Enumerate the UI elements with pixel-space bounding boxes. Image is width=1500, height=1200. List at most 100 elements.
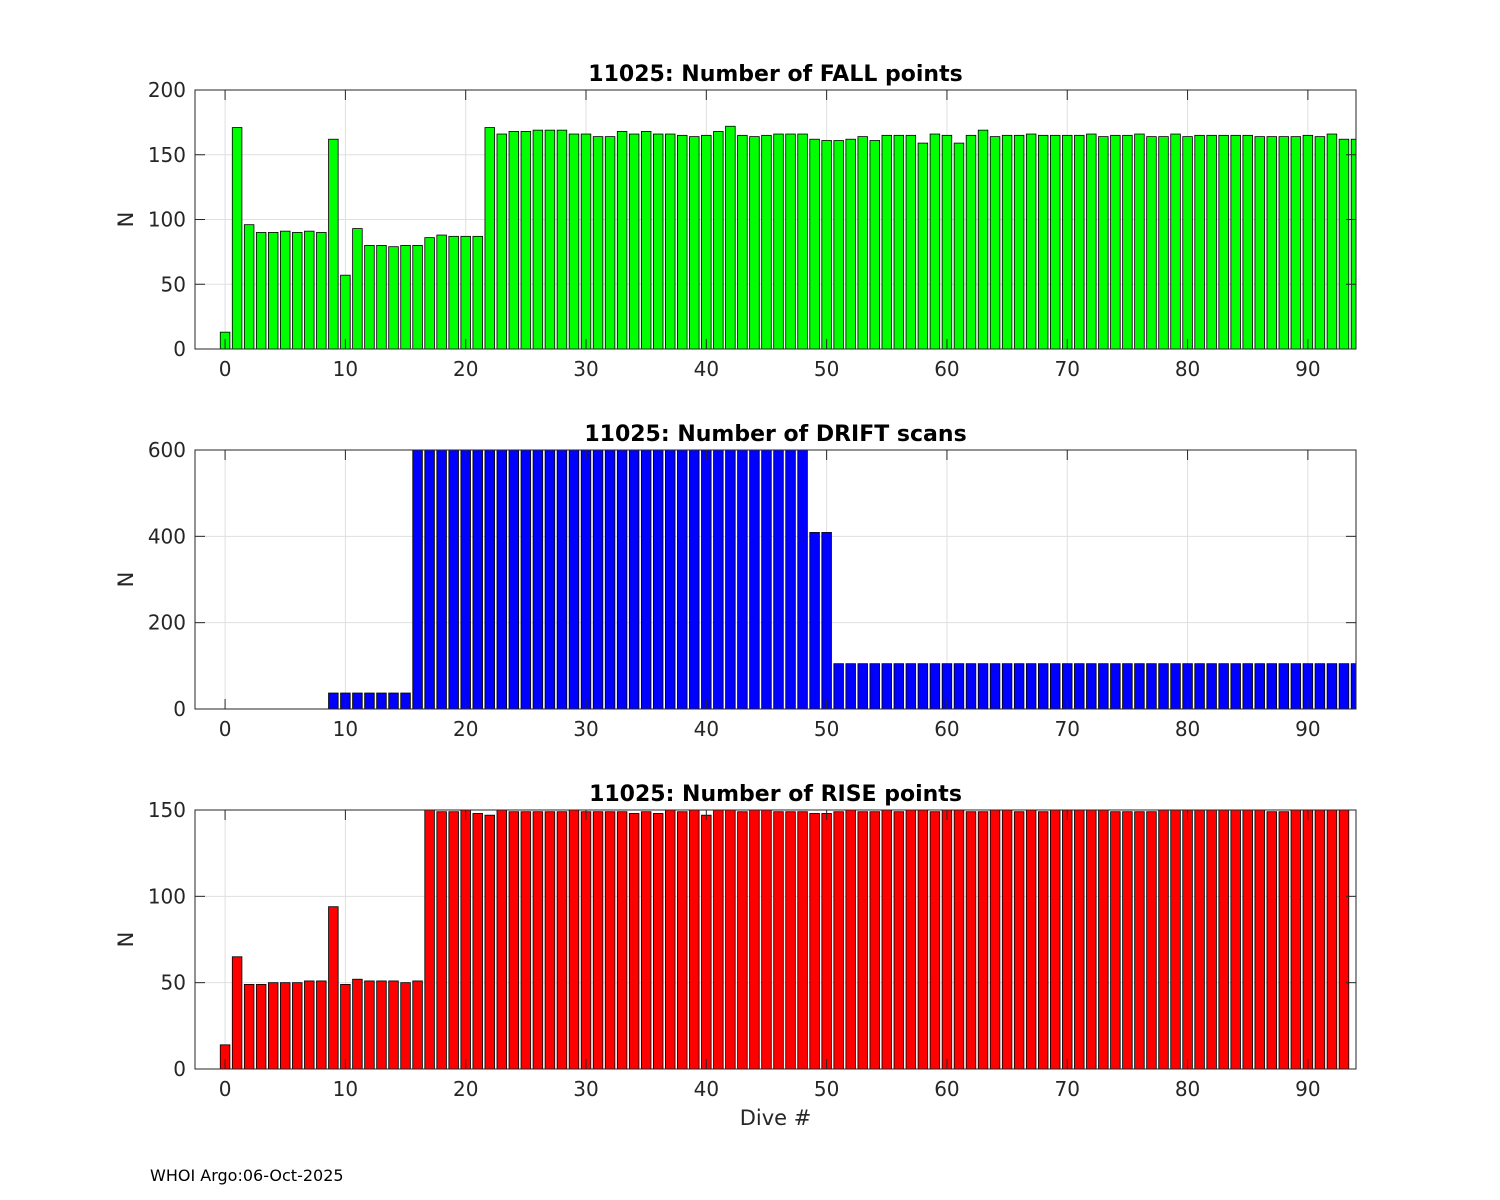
bar (929, 811, 941, 1069)
y-tick-label: 200 (148, 78, 186, 102)
bar (1134, 663, 1145, 709)
bar (845, 810, 856, 1069)
bar (640, 811, 652, 1069)
y-tick-label: 0 (173, 337, 186, 361)
bar (484, 127, 495, 349)
y-tick-label: 600 (148, 438, 186, 462)
bar (604, 450, 616, 709)
bar (376, 692, 387, 709)
bar (243, 983, 255, 1069)
bar (929, 133, 941, 349)
bar (652, 133, 664, 349)
bar (833, 140, 844, 349)
bar (845, 663, 856, 709)
bar (1074, 810, 1085, 1069)
bar (689, 136, 700, 349)
bar (773, 811, 784, 1069)
bar (1266, 136, 1277, 349)
bar (532, 129, 544, 349)
bar (436, 234, 447, 349)
bar (1146, 811, 1157, 1069)
bar (701, 814, 712, 1069)
x-tick-label: 60 (934, 357, 959, 381)
bar (328, 138, 339, 349)
bar (857, 136, 868, 349)
bar (965, 663, 977, 709)
bar (472, 450, 483, 709)
bar (977, 663, 989, 709)
bar (761, 450, 772, 709)
bar (785, 133, 796, 349)
fall-points-chart: 0 10 20 30 40 50 60 70 80 90 0 50 100 150 200 11025: Nu… (114, 62, 1357, 381)
bar (1194, 134, 1205, 349)
bar (1230, 810, 1241, 1069)
bar (520, 131, 532, 349)
bar (713, 810, 724, 1069)
bar (1158, 810, 1169, 1069)
bar (1013, 663, 1025, 709)
axes-box (194, 809, 1357, 1070)
bar (556, 129, 568, 349)
x-tick-label: 70 (1055, 1077, 1080, 1101)
bar (689, 810, 700, 1069)
bar (1074, 663, 1085, 709)
axes-box (194, 449, 1357, 710)
bar (508, 811, 520, 1069)
x-tick-label: 0 (219, 717, 232, 741)
bar (761, 134, 772, 349)
bar (917, 142, 929, 349)
bar (1025, 133, 1037, 349)
x-tick-label: 50 (814, 717, 839, 741)
bar (640, 131, 652, 349)
bar (1206, 134, 1217, 349)
bar (340, 274, 351, 349)
bar (893, 811, 905, 1069)
bar (725, 450, 736, 709)
bar (412, 980, 423, 1069)
bar (592, 450, 604, 709)
bar (809, 532, 820, 709)
x-tick-label: 30 (573, 1077, 598, 1101)
bar (929, 663, 941, 709)
bar (340, 983, 351, 1069)
bar (1170, 810, 1181, 1069)
bar (592, 136, 604, 349)
x-tick-label: 40 (694, 1077, 719, 1101)
bar (1206, 810, 1217, 1069)
bar (857, 811, 868, 1069)
bar (809, 138, 820, 349)
bar (604, 136, 616, 349)
bar (1278, 136, 1290, 349)
bar (400, 692, 411, 709)
bar (749, 810, 760, 1069)
bar (484, 450, 495, 709)
bar (580, 811, 592, 1069)
bar (1326, 663, 1338, 709)
bar (448, 811, 459, 1069)
bar (821, 532, 832, 709)
bar (665, 133, 676, 349)
y-tick-label: 150 (148, 143, 186, 167)
x-tick-label: 40 (694, 357, 719, 381)
bar (1146, 663, 1157, 709)
bar (1110, 663, 1121, 709)
bar (665, 450, 676, 709)
bar (616, 131, 628, 349)
bar (1001, 663, 1013, 709)
bar (1146, 136, 1157, 349)
bar (905, 810, 917, 1069)
x-tick-label: 80 (1175, 1077, 1200, 1101)
bar (460, 810, 471, 1069)
bar (1266, 811, 1277, 1069)
bar (520, 450, 532, 709)
y-tick-label: 50 (161, 272, 186, 296)
bar (965, 134, 977, 349)
bar (1086, 133, 1097, 349)
bar (749, 136, 760, 349)
bar (304, 230, 315, 349)
y-tick-label: 50 (161, 971, 186, 995)
bar (1170, 663, 1181, 709)
bar (1062, 810, 1073, 1069)
bar (640, 450, 652, 709)
bar (1194, 663, 1205, 709)
